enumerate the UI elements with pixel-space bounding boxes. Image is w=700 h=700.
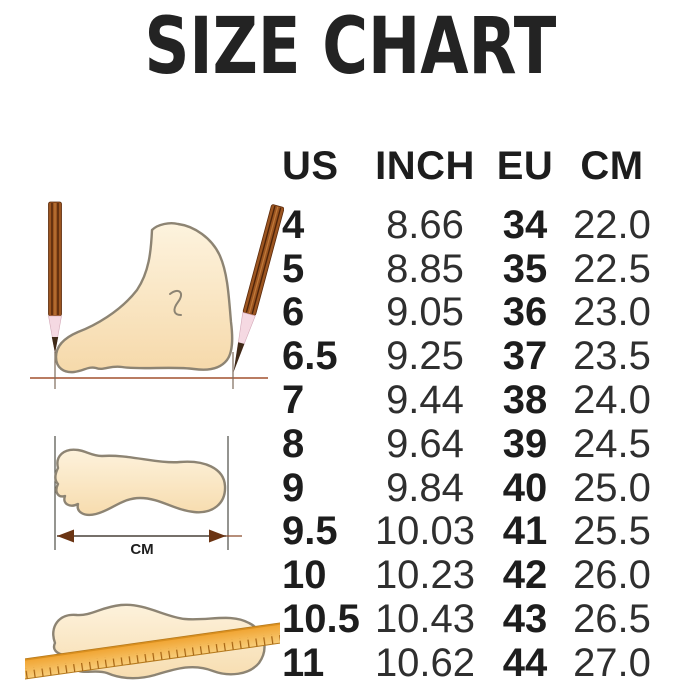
size-cell-eu: 37 xyxy=(502,334,548,379)
size-cell-us: 10 xyxy=(282,553,327,598)
table-row: 6.5 9.25 37 23.5 xyxy=(282,334,666,378)
size-cell-inch: 9.64 xyxy=(386,421,464,466)
size-cell-eu: 36 xyxy=(502,290,548,335)
header-eu: EU xyxy=(496,143,554,188)
size-cell-inch: 8.85 xyxy=(386,246,464,291)
size-cell-cm: 27.0 xyxy=(573,640,651,685)
size-cell-inch: 8.66 xyxy=(386,202,464,247)
table-row: 8 9.64 39 24.5 xyxy=(282,422,666,466)
foot-side-shape xyxy=(54,222,234,374)
table-row: 9.5 10.03 41 25.5 xyxy=(282,510,666,554)
foot-length-illustration: CM xyxy=(28,430,273,578)
foot-ruler-svg xyxy=(25,603,280,681)
size-cell-us: 7 xyxy=(282,378,305,423)
size-cell-inch: 9.05 xyxy=(386,290,464,335)
table-row: 9 9.84 40 25.0 xyxy=(282,466,666,510)
size-cell-us: 5 xyxy=(282,246,305,291)
size-cell-eu: 35 xyxy=(502,246,548,291)
size-cell-inch: 10.43 xyxy=(374,597,476,642)
size-cell-eu: 42 xyxy=(502,553,548,598)
size-cell-cm: 25.0 xyxy=(573,465,651,510)
table-row: 4 8.66 34 22.0 xyxy=(282,203,666,247)
size-cell-inch: 9.84 xyxy=(386,465,464,510)
size-cell-inch: 10.62 xyxy=(374,640,476,685)
table-row: 7 9.44 38 24.0 xyxy=(282,378,666,422)
size-table-body: 4 8.66 34 22.0 5 8.85 35 22.5 6 9.05 36 23.0 6.5 9.25… xyxy=(282,203,666,685)
ankle-mark xyxy=(169,290,182,316)
page-title-text: SIZE CHART xyxy=(144,2,556,92)
measure-bounds xyxy=(54,436,229,550)
size-cell-us: 4 xyxy=(282,202,305,247)
size-cell-cm: 24.0 xyxy=(573,378,651,423)
foot-side-measure-illustration xyxy=(22,182,284,394)
footprint-shape xyxy=(54,448,227,517)
size-cell-us: 6 xyxy=(282,290,305,335)
size-cell-cm: 26.0 xyxy=(573,553,651,598)
foot-side-measure-svg xyxy=(30,201,284,389)
table-row: 6 9.05 36 23.0 xyxy=(282,291,666,335)
size-cell-eu: 44 xyxy=(502,640,548,685)
size-cell-eu: 38 xyxy=(502,378,548,423)
header-inch: INCH xyxy=(375,143,475,188)
size-cell-eu: 39 xyxy=(502,421,548,466)
table-row: 10 10.23 42 26.0 xyxy=(282,553,666,597)
table-row: 11 10.62 44 27.0 xyxy=(282,641,666,685)
size-cell-us: 9.5 xyxy=(282,509,338,554)
size-cell-cm: 22.5 xyxy=(573,246,651,291)
size-cell-us: 8 xyxy=(282,421,305,466)
size-cell-us: 9 xyxy=(282,465,305,510)
left-pencil-icon xyxy=(48,201,62,353)
foot-ruler-illustration xyxy=(25,583,280,698)
size-cell-eu: 40 xyxy=(502,465,548,510)
size-cell-cm: 24.5 xyxy=(573,421,651,466)
header-cm: CM xyxy=(580,143,644,188)
size-cell-inch: 9.44 xyxy=(386,378,464,423)
length-arrow: CM xyxy=(57,529,242,558)
table-row: 5 8.85 35 22.5 xyxy=(282,247,666,291)
size-cell-us: 11 xyxy=(282,640,325,685)
size-cell-cm: 26.5 xyxy=(573,597,651,642)
ruler-icon xyxy=(25,621,280,681)
size-cell-eu: 43 xyxy=(502,597,548,642)
cm-unit-label: CM xyxy=(130,541,153,558)
size-cell-eu: 41 xyxy=(502,509,548,554)
size-cell-us: 10.5 xyxy=(282,597,360,642)
size-cell-cm: 22.0 xyxy=(573,202,651,247)
size-cell-cm: 23.0 xyxy=(573,290,651,335)
right-pencil-icon xyxy=(233,204,284,373)
size-cell-cm: 25.5 xyxy=(573,509,651,554)
size-cell-eu: 34 xyxy=(502,202,548,247)
size-table-header: US INCH EU CM xyxy=(282,141,666,191)
table-row: 10.5 10.43 43 26.5 xyxy=(282,597,666,641)
size-cell-inch: 10.23 xyxy=(374,553,476,598)
size-cell-us: 6.5 xyxy=(282,334,338,379)
header-us: US xyxy=(282,143,339,188)
size-cell-cm: 23.5 xyxy=(573,334,651,379)
size-cell-inch: 9.25 xyxy=(386,334,464,379)
foot-length-svg: CM xyxy=(54,436,242,558)
size-cell-inch: 10.03 xyxy=(374,509,476,554)
size-table: US INCH EU CM 4 8.66 34 22.0 5 8.85 35 22.5 6 9.0… xyxy=(282,141,666,685)
page-title: SIZE CHART xyxy=(0,8,700,86)
